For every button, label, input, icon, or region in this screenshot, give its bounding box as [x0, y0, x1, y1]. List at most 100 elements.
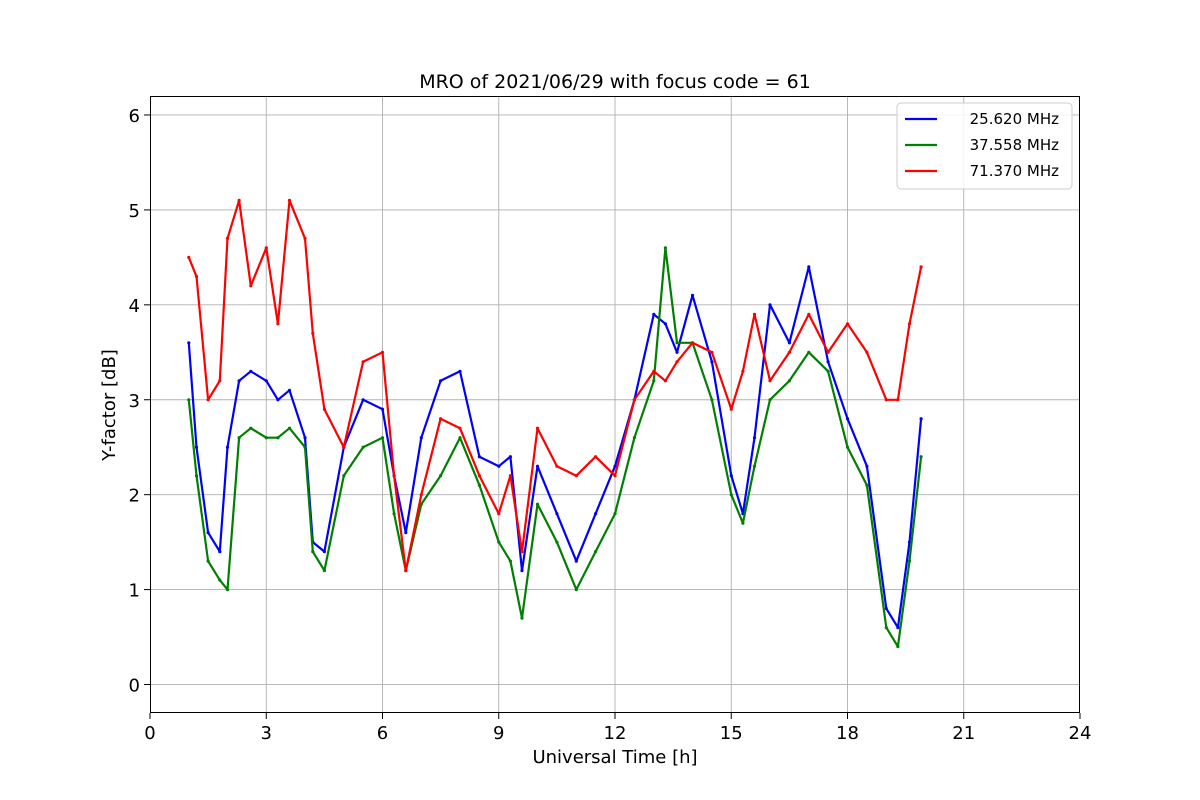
x-tick-label: 9	[493, 723, 504, 744]
data-point	[249, 426, 253, 430]
data-point	[187, 398, 191, 402]
data-point	[768, 379, 772, 383]
x-tick-label: 18	[836, 723, 859, 744]
data-point	[663, 322, 668, 326]
data-point	[675, 360, 679, 364]
data-point	[477, 483, 481, 487]
data-point	[497, 464, 501, 468]
x-tick-label: 0	[144, 723, 155, 744]
x-tick-label: 12	[604, 723, 627, 744]
data-point	[741, 521, 745, 525]
data-point	[632, 436, 637, 440]
x-tick-label: 24	[1069, 723, 1092, 744]
data-point	[675, 350, 679, 354]
data-point	[690, 293, 695, 297]
data-point	[663, 379, 668, 383]
data-point	[594, 550, 598, 554]
data-point	[218, 578, 222, 582]
data-point	[303, 236, 307, 240]
data-point	[907, 540, 912, 544]
data-point	[919, 455, 923, 459]
data-point	[322, 550, 326, 554]
x-tick-label: 3	[261, 723, 272, 744]
data-point	[594, 512, 598, 516]
data-point	[206, 531, 210, 535]
data-point	[392, 474, 396, 478]
data-point	[768, 303, 772, 307]
data-point	[439, 417, 443, 421]
data-point	[826, 360, 830, 364]
data-point	[419, 436, 423, 440]
data-point	[752, 464, 757, 468]
data-point	[342, 474, 346, 478]
data-point	[826, 369, 830, 373]
data-point	[249, 284, 253, 288]
data-point	[574, 474, 578, 478]
y-tick-label: 4	[129, 296, 140, 317]
data-point	[380, 350, 385, 354]
data-point	[807, 312, 811, 316]
data-point	[225, 445, 230, 449]
data-point	[574, 588, 578, 592]
data-point	[865, 483, 869, 487]
data-point	[535, 426, 540, 430]
x-axis: 0 3 6 9 12 15 18 21 24	[144, 713, 1091, 744]
data-point	[663, 246, 668, 250]
data-point	[380, 436, 385, 440]
y-tick-label: 2	[129, 486, 140, 507]
plot-frame	[150, 96, 1080, 713]
data-point	[884, 398, 888, 402]
data-point	[652, 369, 656, 373]
data-point	[710, 398, 714, 402]
data-point	[652, 379, 656, 383]
data-point	[419, 493, 423, 497]
data-point	[497, 540, 501, 544]
data-point	[477, 474, 481, 478]
data-point	[613, 474, 617, 478]
data-point	[361, 398, 365, 402]
data-point	[206, 559, 210, 563]
data-point	[535, 502, 540, 506]
data-point	[675, 341, 679, 345]
data-point	[826, 350, 830, 354]
data-point	[264, 246, 268, 250]
data-point	[303, 436, 307, 440]
data-point	[768, 398, 772, 402]
y-tick-label: 5	[129, 201, 140, 222]
data-point	[865, 350, 869, 354]
data-point	[520, 550, 524, 554]
data-point	[225, 588, 230, 592]
data-point	[187, 255, 191, 259]
y-axis: 0 1 2 3 4 5 6	[129, 106, 150, 697]
data-point	[458, 369, 462, 373]
data-point	[884, 607, 888, 611]
data-point	[508, 559, 512, 563]
data-point	[787, 341, 792, 345]
data-point	[535, 464, 540, 468]
data-point	[508, 455, 512, 459]
data-point	[458, 426, 462, 430]
data-point	[919, 417, 923, 421]
data-point	[555, 512, 559, 516]
data-point	[690, 341, 695, 345]
data-point	[225, 236, 230, 240]
legend: 25.620 MHz 37.558 MHz 71.370 MHz	[896, 102, 1073, 190]
data-point	[276, 436, 280, 440]
data-point	[218, 550, 222, 554]
data-point	[520, 569, 524, 573]
data-point	[458, 436, 462, 440]
data-point	[218, 379, 222, 383]
data-point	[249, 369, 253, 373]
grid	[150, 96, 1080, 713]
data-point	[404, 531, 408, 535]
y-axis-title: Y-factor [dB]	[99, 349, 120, 462]
data-point	[896, 626, 900, 630]
data-point	[907, 322, 912, 326]
y-tick-label: 3	[129, 391, 140, 412]
data-point	[311, 331, 315, 335]
data-point	[845, 417, 850, 421]
data-point	[287, 388, 292, 392]
data-point	[807, 265, 811, 269]
data-point	[752, 436, 757, 440]
